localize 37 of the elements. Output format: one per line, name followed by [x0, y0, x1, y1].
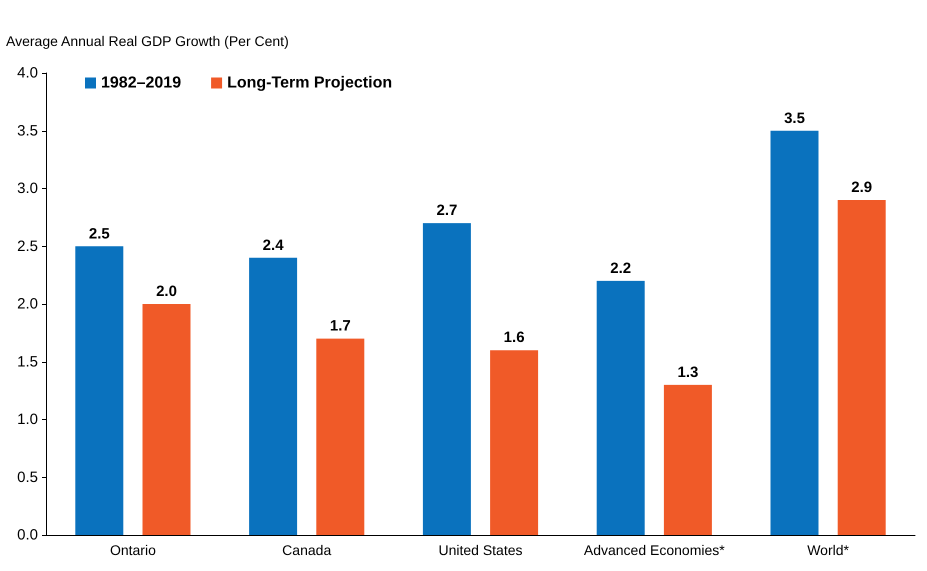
data-label: 2.2 — [610, 260, 632, 277]
bar — [838, 200, 886, 535]
y-tick-label: 0.0 — [17, 526, 38, 544]
data-label: 2.5 — [88, 225, 110, 242]
data-label: 2.4 — [262, 236, 284, 254]
data-label: 1.6 — [504, 329, 525, 346]
bar — [422, 223, 471, 535]
legend-label: Long-Term Projection — [227, 74, 392, 92]
bar — [249, 258, 298, 535]
y-tick-label: 1.0 — [17, 411, 38, 428]
bar — [142, 304, 190, 535]
bar — [596, 280, 645, 535]
y-tick-label: 3.5 — [17, 122, 38, 140]
y-tick-label: 2.5 — [17, 238, 38, 255]
data-label: 3.5 — [784, 110, 805, 127]
data-label: 2.0 — [156, 283, 177, 300]
data-label: 1.3 — [677, 364, 698, 381]
y-tick-label: 0.5 — [17, 468, 38, 486]
y-axis-title: Average Annual Real GDP Growth (Per Cent) — [6, 33, 289, 49]
bar — [664, 384, 712, 535]
legend-label: 1982–2019 — [101, 74, 182, 92]
x-tick-label: United States — [438, 542, 523, 558]
bar — [490, 350, 538, 535]
bar — [75, 246, 124, 535]
y-tick-label: 2.0 — [17, 296, 38, 312]
x-tick-label: Canada — [282, 542, 332, 558]
data-label: 2.7 — [436, 202, 458, 220]
x-tick-label: Advanced Economies* — [584, 542, 726, 558]
bar — [316, 338, 364, 535]
data-label: 2.9 — [851, 179, 872, 196]
x-tick-label: Ontario — [110, 542, 156, 558]
data-label: 1.7 — [330, 318, 351, 335]
y-tick-label: 3.0 — [17, 180, 38, 197]
y-tick-label: 4.0 — [17, 64, 38, 82]
x-tick-label: World* — [807, 542, 850, 558]
y-tick-label: 1.5 — [17, 353, 38, 370]
bar — [770, 130, 818, 535]
